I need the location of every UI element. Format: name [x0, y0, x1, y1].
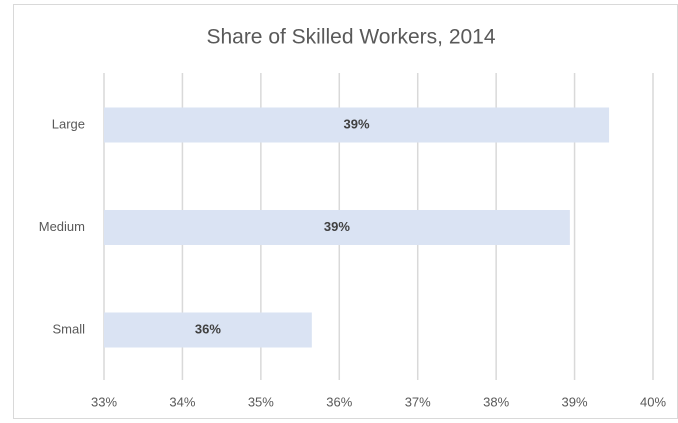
- x-tick-label: 37%: [405, 394, 431, 409]
- bar: [104, 312, 312, 348]
- x-tick-label: 36%: [326, 394, 352, 409]
- x-tick-label: 40%: [640, 394, 666, 409]
- chart-title: Share of Skilled Workers, 2014: [206, 26, 495, 49]
- y-tick-label: Large: [52, 116, 85, 131]
- bar: [104, 210, 570, 245]
- x-tick-label: 39%: [562, 394, 588, 409]
- y-tick-label: Medium: [39, 219, 85, 234]
- x-tick-label: 34%: [169, 394, 195, 409]
- data-label: 39%: [324, 219, 350, 234]
- bar: [104, 107, 610, 143]
- y-tick-label: Small: [52, 321, 85, 336]
- data-label: 39%: [344, 116, 370, 131]
- x-tick-label: 35%: [248, 394, 274, 409]
- x-tick-label: 38%: [483, 394, 509, 409]
- data-label: 36%: [195, 321, 221, 336]
- x-tick-label: 33%: [91, 394, 117, 409]
